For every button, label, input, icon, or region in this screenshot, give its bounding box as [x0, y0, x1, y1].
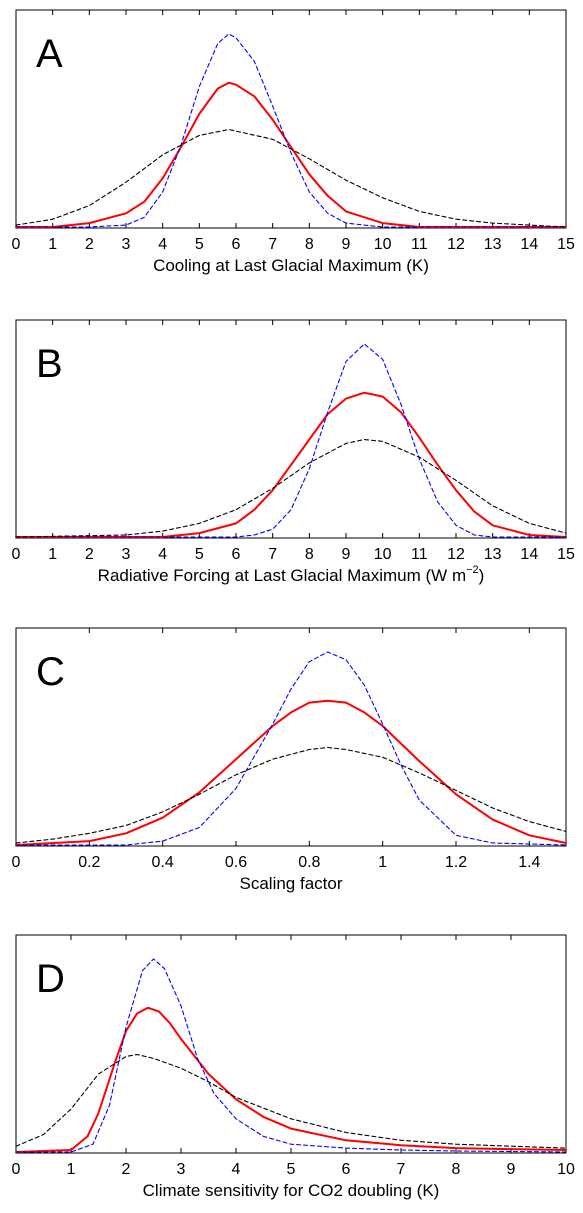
black-dashed-curve	[15, 438, 567, 538]
x-axis-label-text: Climate sensitivity for CO2 doubling (K)	[143, 1181, 440, 1200]
x-tick-label: 1.4	[518, 854, 540, 871]
x-tick-label: 0.2	[78, 854, 100, 871]
x-tick-label: 1	[48, 236, 57, 253]
x-tick-label: 10	[374, 236, 392, 253]
x-tick-label: 4	[158, 236, 167, 253]
x-tick-label: 2	[122, 1161, 131, 1178]
red-solid-curve	[15, 391, 567, 538]
x-tick-label: 9	[342, 546, 351, 563]
x-tick-label: 0.8	[298, 854, 320, 871]
x-tick-label: 5	[287, 1161, 296, 1178]
x-tick-label: 9	[507, 1161, 516, 1178]
x-tick-label: 0	[12, 236, 21, 253]
x-tick-label: 0.4	[152, 854, 174, 871]
plot-frame	[15, 627, 567, 847]
blue-dashed-curve	[15, 651, 567, 846]
x-tick-label: 0	[12, 1161, 21, 1178]
x-tick-label: 7	[268, 546, 277, 563]
x-axis-label: Radiative Forcing at Last Glacial Maximu…	[98, 564, 485, 585]
x-axis-label-superscript: −2	[466, 564, 479, 576]
red-solid-curve	[15, 699, 567, 846]
panel-letter: D	[36, 957, 65, 1001]
x-tick-label: 6	[232, 546, 241, 563]
red-solid-curve	[15, 81, 567, 228]
blue-dashed-curve	[15, 958, 567, 1153]
x-tick-label: 8	[305, 546, 314, 563]
panel-letter: A	[36, 32, 63, 76]
blue-dashed-curve	[15, 33, 567, 228]
x-tick-label: 1	[67, 1161, 76, 1178]
x-tick-label: 13	[484, 546, 502, 563]
x-tick-label: 12	[447, 546, 465, 563]
black-dashed-curve	[15, 1053, 567, 1149]
x-tick-label: 2	[85, 236, 94, 253]
x-tick-label: 3	[122, 236, 131, 253]
x-tick-label: 13	[484, 236, 502, 253]
x-tick-label: 12	[447, 236, 465, 253]
x-tick-label: 6	[232, 236, 241, 253]
x-tick-label: 14	[520, 236, 538, 253]
black-dashed-curve	[15, 746, 567, 844]
panel-c: 0 0.2 0.4 0.6 0.8 1 1.2 1.4 C Scaling factor	[12, 627, 567, 893]
x-tick-label: 11	[411, 236, 428, 253]
x-axis-label-text: Cooling at Last Glacial Maximum (K)	[153, 256, 429, 275]
x-tick-label: 3	[122, 546, 131, 563]
x-tick-label: 6	[342, 1161, 351, 1178]
x-tick-label: 1	[48, 546, 57, 563]
x-tick-label: 3	[177, 1161, 186, 1178]
x-axis-label-text: Radiative Forcing at Last Glacial Maximu…	[98, 566, 466, 585]
blue-dashed-curve	[15, 343, 567, 538]
plot-frame	[15, 319, 567, 539]
panel-letter: B	[36, 342, 63, 386]
x-tick-label: 4	[232, 1161, 241, 1178]
x-axis-label-text: Scaling factor	[240, 874, 343, 893]
x-tick-label: 8	[305, 236, 314, 253]
x-tick-label: 1.2	[445, 854, 467, 871]
x-tick-label: 5	[195, 236, 204, 253]
x-tick-label: 4	[158, 546, 167, 563]
x-tick-label: 2	[85, 546, 94, 563]
x-tick-label: 10	[557, 1161, 575, 1178]
x-axis-label: Climate sensitivity for CO2 doubling (K)	[143, 1181, 440, 1200]
panel-d: 0 1 2 3 4 5 6 7 8 9 10 D Climate sensitivity for CO2…	[12, 934, 575, 1200]
red-solid-curve	[15, 1006, 567, 1153]
x-tick-label: 1	[378, 854, 387, 871]
x-tick-label: 0	[12, 546, 21, 563]
x-tick-label: 0	[12, 854, 21, 871]
x-tick-label: 0.6	[225, 854, 247, 871]
x-tick-label: 10	[374, 546, 392, 563]
x-tick-label: 7	[397, 1161, 406, 1178]
x-tick-label: 14	[520, 546, 538, 563]
panel-letter: C	[36, 650, 65, 694]
black-dashed-curve	[15, 128, 567, 228]
x-tick-label: 15	[557, 236, 575, 253]
x-axis-label: Scaling factor	[240, 874, 343, 893]
x-axis-label-end: )	[479, 566, 485, 585]
x-tick-label: 7	[268, 236, 277, 253]
x-tick-label: 11	[411, 546, 428, 563]
plot-frame	[15, 9, 567, 229]
plot-frame	[15, 934, 567, 1154]
x-axis-label: Cooling at Last Glacial Maximum (K)	[153, 256, 429, 275]
x-tick-label: 8	[452, 1161, 461, 1178]
x-tick-label: 9	[342, 236, 351, 253]
x-tick-label: 5	[195, 546, 204, 563]
x-tick-label: 15	[557, 546, 575, 563]
